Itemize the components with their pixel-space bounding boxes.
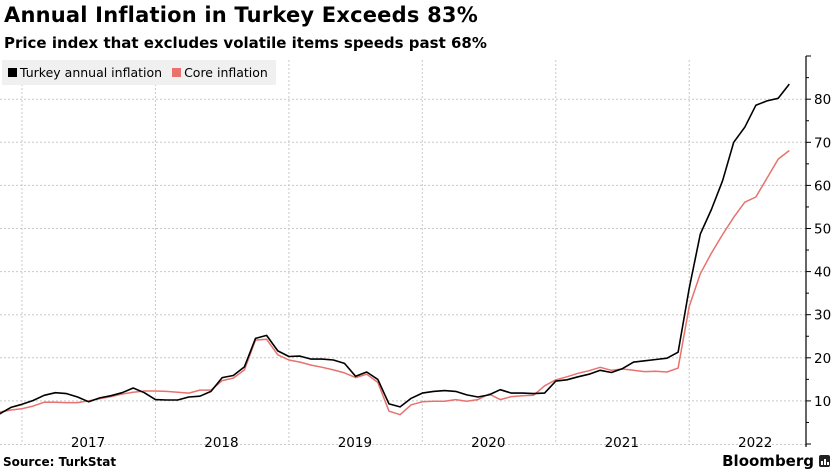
x-tick-label: 2022 (738, 435, 772, 451)
source-note: Source: TurkStat (3, 455, 117, 469)
bloomberg-chart-icon (819, 455, 830, 467)
y-tick-label: 70 (814, 135, 831, 151)
x-tick-label: 2019 (338, 435, 372, 451)
legend: Turkey annual inflation Core inflation (2, 60, 276, 85)
series-line-core-inflation (0, 149, 790, 416)
y-tick-label: 20 (814, 351, 831, 367)
x-tick-label: 2017 (71, 435, 105, 451)
series-line-headline-inflation (0, 83, 790, 415)
series-lines (0, 83, 790, 416)
legend-item-core: Core inflation (172, 65, 268, 80)
x-tick-label: 2020 (471, 435, 505, 451)
x-axis: 2017 2018 2019 2020 2021 2022 (71, 435, 773, 451)
y-axis: 10 20 30 40 50 60 70 80 (805, 55, 831, 447)
y-tick-label: 80 (814, 92, 831, 108)
y-tick-label: 50 (814, 222, 831, 238)
x-tick-label: 2021 (605, 435, 639, 451)
y-tick-label: 40 (814, 265, 831, 281)
legend-label-headline: Turkey annual inflation (20, 65, 163, 80)
brand-name: Bloomberg (722, 452, 814, 470)
y-tick-label: 30 (814, 308, 831, 324)
legend-swatch-core (172, 68, 182, 77)
y-tick-label: 60 (814, 178, 831, 194)
legend-item-headline: Turkey annual inflation (8, 65, 162, 80)
y-tick-label: 10 (814, 394, 831, 410)
legend-swatch-headline (8, 68, 17, 77)
legend-label-core: Core inflation (184, 65, 268, 80)
chart-subtitle: Price index that excludes volatile items… (4, 34, 487, 52)
x-tick-label: 2018 (204, 435, 238, 451)
grid-lines (0, 60, 806, 445)
brand-logo: Bloomberg (722, 452, 830, 470)
chart-title: Annual Inflation in Turkey Exceeds 83% (4, 3, 478, 27)
